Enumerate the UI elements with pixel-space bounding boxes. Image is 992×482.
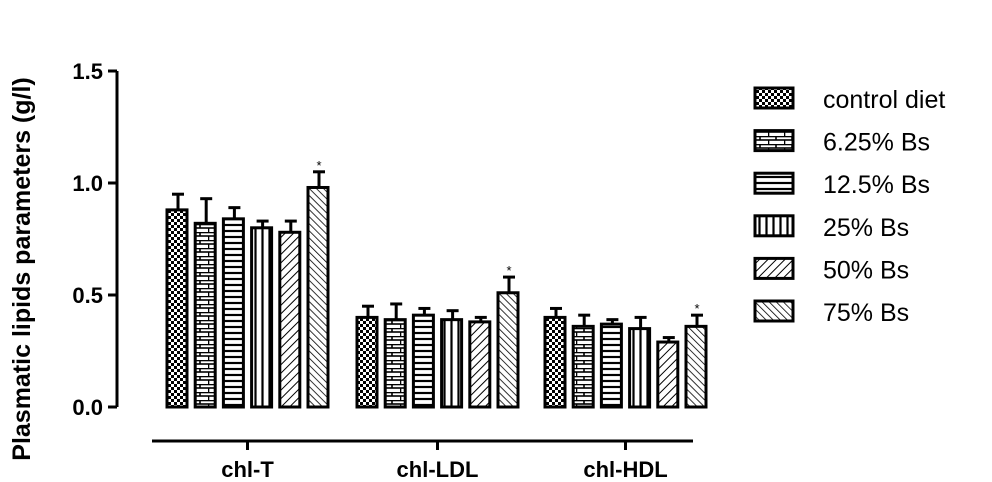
axes: 0.0 0.5 1.0 1.5 chl-T chl-LDL chl-HDL [72, 59, 693, 482]
bar-group [440, 309, 464, 409]
bar-group [193, 197, 217, 409]
legend-swatch [753, 214, 795, 238]
bar-group: * [496, 263, 520, 409]
bar-group [383, 302, 407, 409]
legend-swatch [753, 86, 795, 110]
legend-item: 12.5% Bs [753, 171, 930, 199]
y-axis-title: Plasmatic lipids parameters (g/l) [8, 77, 36, 460]
legend-label: 6.25% Bs [823, 129, 930, 157]
bar [306, 185, 330, 409]
bar-group [571, 313, 595, 409]
legend-item: control diet [753, 86, 945, 114]
bar-group [250, 219, 274, 409]
bar-group [468, 315, 492, 409]
bar-group: * [684, 301, 708, 409]
bar [543, 315, 567, 409]
bar-group [221, 206, 245, 409]
legend-swatch [753, 129, 795, 153]
y-tick-label: 0.5 [72, 283, 103, 308]
bar [193, 221, 217, 409]
bar [628, 327, 652, 409]
legend-item: 75% Bs [753, 299, 909, 327]
y-tick-label: 1.5 [72, 59, 103, 84]
legend-label: 75% Bs [823, 299, 909, 327]
legend-swatch [753, 171, 795, 195]
y-tick-label: 1.0 [72, 171, 103, 196]
bar-group [411, 306, 435, 409]
legend: control diet 6.25% Bs 12.5% Bs 25% Bs 50% Bs… [753, 86, 945, 327]
bar [468, 320, 492, 409]
legend-label: 25% Bs [823, 214, 909, 242]
bar [165, 208, 189, 409]
bar [571, 324, 595, 409]
legend-swatch [753, 256, 795, 280]
legend-label: control diet [823, 86, 945, 114]
bar [383, 318, 407, 409]
bar [440, 318, 464, 409]
category-label: chl-HDL [583, 457, 667, 482]
category-label: chl-T [221, 457, 274, 482]
bar-group: * [306, 158, 330, 409]
legend-item: 50% Bs [753, 256, 909, 284]
bar [656, 340, 680, 409]
significance-marker: * [506, 263, 511, 278]
bars-layer: * * * [165, 158, 708, 409]
bar-group [355, 304, 379, 409]
significance-marker: * [694, 301, 699, 316]
legend-swatch [753, 299, 795, 323]
bar-group [656, 336, 680, 409]
bar [496, 291, 520, 409]
bar-group [628, 315, 652, 409]
bar-group [165, 192, 189, 409]
bar [684, 324, 708, 409]
bar-group [278, 219, 302, 409]
bar [221, 217, 245, 409]
y-tick-label: 0.0 [72, 395, 103, 420]
legend-item: 25% Bs [753, 214, 909, 242]
legend-label: 12.5% Bs [823, 171, 930, 199]
legend-item: 6.25% Bs [753, 129, 930, 157]
bar [250, 226, 274, 409]
bar [355, 315, 379, 409]
bar-group [543, 306, 567, 409]
bar-group [599, 318, 623, 409]
significance-marker: * [316, 158, 321, 173]
bar [278, 230, 302, 409]
category-label: chl-LDL [397, 457, 479, 482]
bar [599, 322, 623, 409]
bar [411, 313, 435, 409]
legend-label: 50% Bs [823, 256, 909, 284]
